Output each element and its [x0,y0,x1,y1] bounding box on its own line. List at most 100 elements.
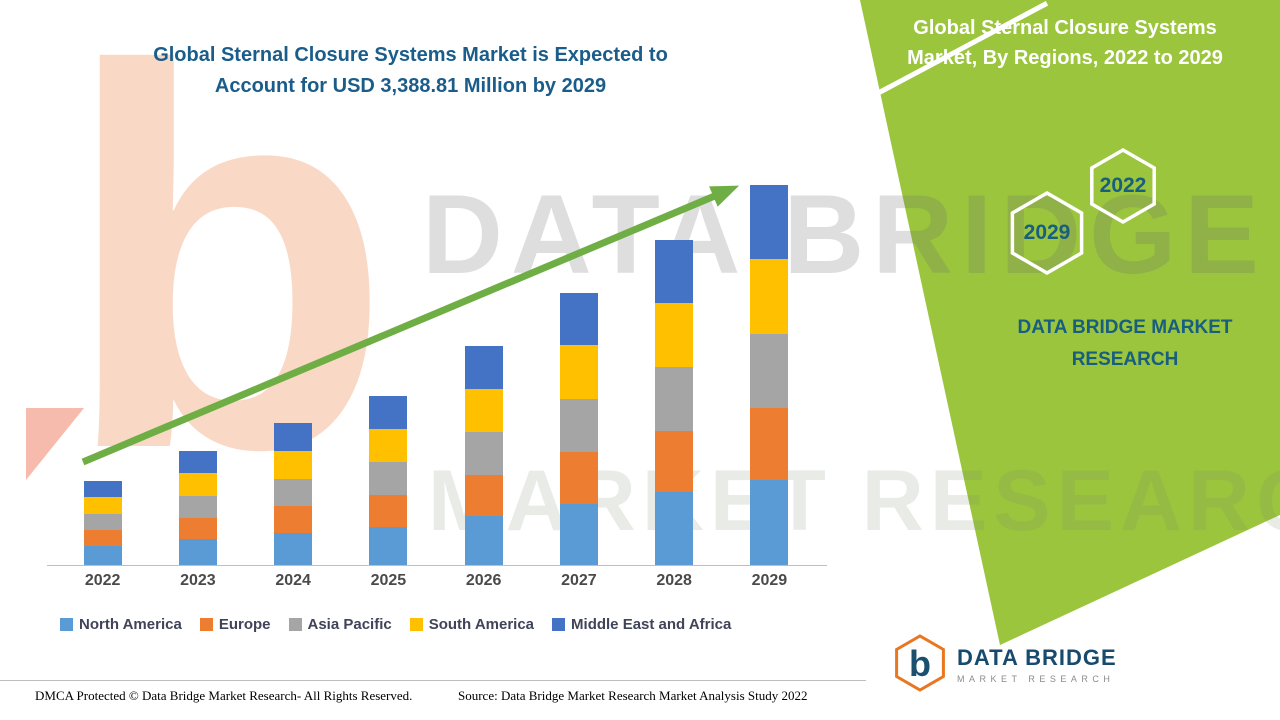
segment-2022-middle-east-and-africa [83,480,122,498]
bar-slot-2029 [722,120,817,565]
bar-slot-2026 [436,120,531,565]
x-label-2025: 2025 [370,572,407,589]
bars-area [55,120,817,565]
legend-item-north-america: North America [60,616,182,633]
bar-slot-2024 [246,120,341,565]
stacked-bar-2024 [274,423,313,565]
x-label-2027: 2027 [561,572,597,589]
segment-2025-north-america [369,527,408,565]
segment-2026-asia-pacific [464,432,503,475]
stacked-bar-2028 [655,239,694,565]
segment-2025-middle-east-and-africa [369,395,408,429]
stacked-bar-2026 [464,346,503,565]
logo-subtitle: MARKET RESEARCH [957,673,1115,684]
segment-2024-asia-pacific [274,478,313,507]
stacked-bar-chart: 2022 2023 2024 2025 2026 2027 2028 2029 [47,120,827,589]
bar-slot-2028 [627,120,722,565]
legend-label: Asia Pacific [307,616,392,633]
brand-name: DATA BRIDGE MARKET RESEARCH [1017,317,1233,371]
logo-letter: b [909,643,931,684]
legend-swatch-icon [199,618,213,631]
stacked-bar-2027 [559,292,598,565]
segment-2024-north-america [274,533,313,565]
legend-swatch-icon [60,618,73,631]
segment-2029-north-america [750,479,789,565]
segment-2024-middle-east-and-africa [274,423,313,451]
legend-label: South America [428,616,535,633]
segment-2028-middle-east-and-africa [655,239,694,303]
hexagon-2022-outline [1090,147,1156,225]
segment-2023-north-america [178,539,217,565]
segment-2029-europe [750,408,789,480]
legend-label: Europe [218,616,271,633]
bar-slot-2023 [150,120,245,565]
legend-label: North America [79,616,182,633]
stacked-bar-2022 [83,480,122,565]
segment-2028-north-america [655,492,694,565]
watermark-triangle [26,408,84,480]
legend-label: Middle East and Africa [571,616,732,633]
hexagon-year-2029: 2029 [1023,221,1071,244]
segment-2029-south-america [750,258,789,335]
segment-2023-asia-pacific [178,495,217,518]
hexagon-2029-outline [1010,190,1084,276]
legend: North America Europe Asia Pacific South Ame… [60,616,731,633]
panel-title: Global Sternal Closure Systems Market, B… [907,17,1223,69]
segment-2022-south-america [83,497,122,514]
segment-2022-asia-pacific [83,513,122,531]
segment-2028-asia-pacific [655,367,694,431]
legend-swatch-icon [288,618,302,631]
segment-2025-asia-pacific [369,462,408,495]
chart-main-title: Global Sternal Closure Systems Market is… [153,44,668,97]
segment-2027-north-america [559,503,598,565]
logo-hexagon-icon: b [895,634,945,692]
segment-2027-middle-east-and-africa [559,292,598,346]
segment-2028-south-america [655,302,694,368]
x-axis-labels: 2022 2023 2024 2025 2026 2027 2028 2029 [55,572,817,590]
segment-2023-south-america [178,473,217,496]
segment-2029-asia-pacific [750,334,789,409]
segment-2022-europe [83,530,122,547]
stacked-bar-2029 [750,185,789,565]
hexagon-badges [1010,147,1156,276]
x-label-2029: 2029 [751,572,788,589]
logo-text: DATA BRIDGE MARKET RESEARCH [957,645,1117,684]
legend-swatch-icon [409,618,423,631]
x-axis-line [47,565,827,566]
x-label-2024: 2024 [275,572,311,589]
segment-2029-middle-east-and-africa [750,185,789,259]
dmca-text: DMCA Protected © Data Bridge Market Rese… [35,688,413,703]
segment-2026-middle-east-and-africa [464,346,503,389]
legend-item-south-america: South America [409,616,535,633]
bar-slot-2022 [55,120,150,565]
logo-hexagon-outline [895,634,945,692]
legend-item-middle-east-and-africa: Middle East and Africa [552,616,731,633]
stacked-bar-2025 [369,395,408,565]
segment-2026-europe [464,474,503,516]
x-label-2026: 2026 [465,572,502,589]
x-label-2022: 2022 [84,572,121,589]
logo-title: DATA BRIDGE [957,644,1117,670]
legend-item-europe: Europe [199,616,271,633]
segment-2025-south-america [369,428,408,462]
segment-2027-asia-pacific [559,399,598,453]
source-text: Source: Data Bridge Market Research Mark… [458,688,808,703]
legend-item-asia-pacific: Asia Pacific [288,616,392,633]
segment-2026-north-america [464,516,503,565]
segment-2028-europe [655,430,694,493]
segment-2024-europe [274,506,313,534]
segment-2023-middle-east-and-africa [178,451,217,474]
segment-2025-europe [369,495,408,527]
legend-swatch-icon [552,618,566,631]
segment-2027-south-america [559,345,598,400]
bar-slot-2025 [341,120,436,565]
segment-2022-north-america [83,546,122,565]
data-bridge-logo: b DATA BRIDGE MARKET RESEARCH [893,634,1117,694]
segment-2024-south-america [274,450,313,479]
x-label-2023: 2023 [180,572,216,589]
segment-2027-europe [559,452,598,504]
x-label-2028: 2028 [656,572,692,589]
segment-2023-europe [178,517,217,540]
hexagon-year-2022: 2022 [1099,174,1147,197]
